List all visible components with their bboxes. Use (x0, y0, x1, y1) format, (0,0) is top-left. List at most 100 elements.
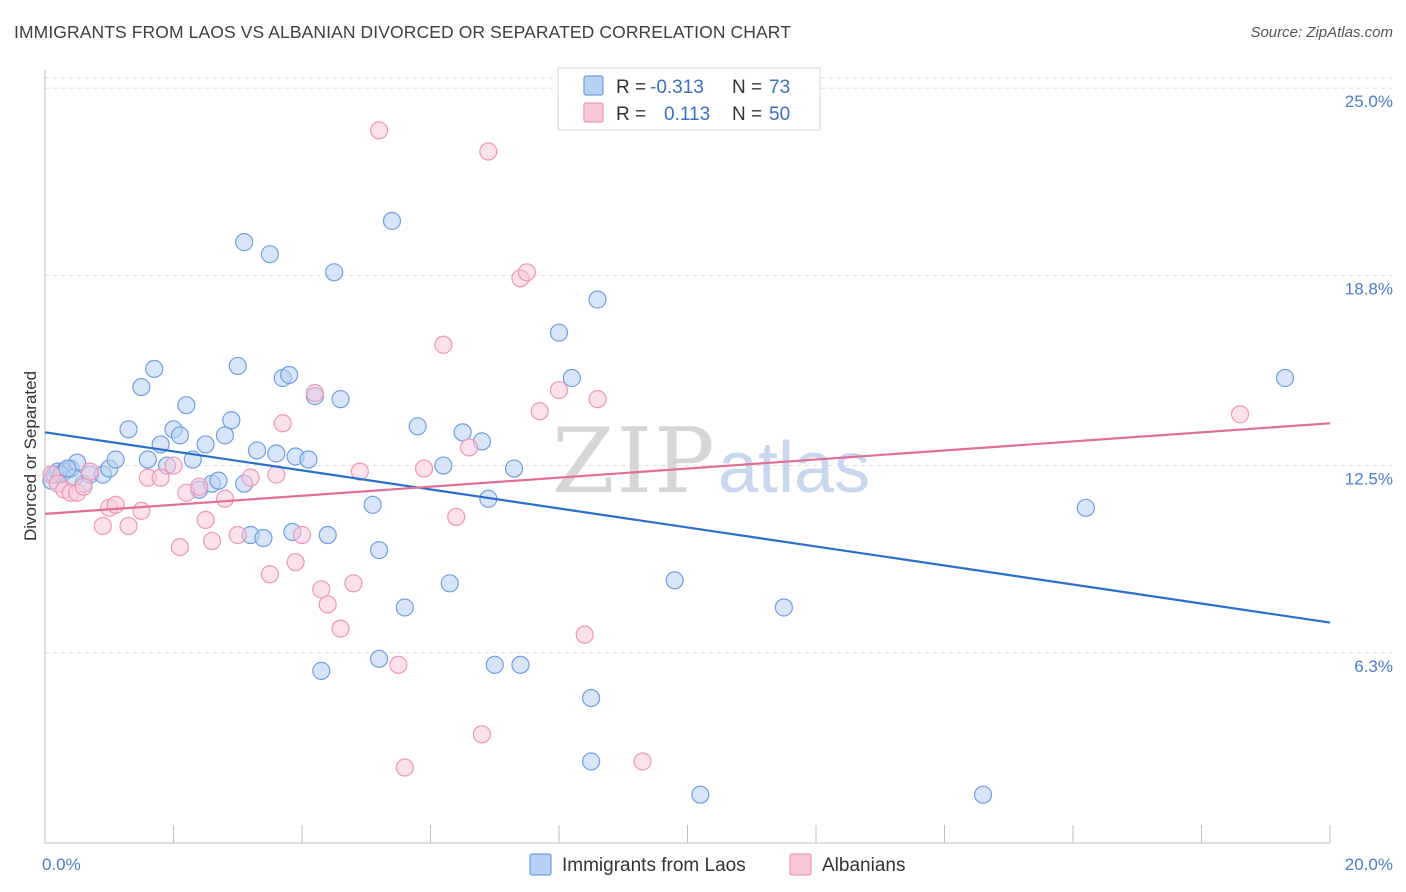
legend-r-value-albanians: 0.113 (664, 104, 710, 125)
watermark: ZIP atlas (552, 409, 870, 514)
point-laos-24 (209, 471, 228, 490)
point-laos-42 (325, 263, 344, 282)
point-laos-44 (363, 495, 382, 514)
point-albanians-22 (241, 468, 260, 487)
point-albanians-28 (305, 383, 324, 403)
legend-swatch-albanians (583, 102, 604, 123)
trend-line-laos (44, 431, 1331, 624)
trend-line-albanians (44, 422, 1331, 515)
top-legend: R = -0.313 N = 73 R = 0.113 N = 50 (557, 67, 821, 131)
point-albanians-13 (151, 468, 170, 487)
point-laos-22 (196, 435, 215, 454)
point-albanians-20 (215, 489, 234, 508)
point-laos-55 (504, 459, 524, 478)
point-albanians-46 (549, 380, 569, 400)
point-albanians-45 (530, 402, 549, 421)
point-albanians-50 (1230, 405, 1250, 424)
point-albanians-39 (447, 507, 466, 526)
point-laos-64 (774, 598, 793, 617)
point-laos-57 (549, 323, 569, 342)
bottom-legend: Immigrants from Laos Albanians (529, 853, 905, 876)
point-albanians-33 (350, 462, 369, 481)
point-laos-13 (138, 450, 157, 469)
point-laos-49 (434, 456, 453, 475)
point-albanians-31 (331, 619, 350, 638)
point-laos-48 (408, 417, 427, 436)
point-albanians-26 (286, 553, 305, 572)
point-albanians-21 (228, 525, 247, 545)
source-credit: Source: ZipAtlas.com (1250, 24, 1393, 41)
point-laos-34 (267, 444, 286, 463)
y-axis-label: Divorced or Separated (21, 371, 40, 541)
point-laos-26 (222, 411, 241, 430)
point-albanians-6 (80, 462, 100, 481)
point-albanians-40 (459, 438, 479, 457)
point-laos-25 (215, 426, 234, 445)
point-laos-11 (119, 420, 138, 439)
legend-n-label-laos: N = (732, 77, 762, 98)
bottom-legend-label-albanians: Albanians (822, 855, 905, 876)
y-tick-label-2: 18.8% (1345, 279, 1393, 298)
point-albanians-32 (344, 574, 363, 593)
point-laos-31 (247, 441, 267, 460)
bottom-legend-swatch-albanians (789, 853, 812, 876)
point-albanians-41 (472, 725, 491, 744)
point-albanians-7 (93, 516, 112, 536)
point-laos-45 (370, 541, 389, 560)
point-laos-67 (1275, 368, 1295, 388)
point-laos-33 (260, 245, 279, 264)
point-laos-65 (973, 785, 993, 804)
point-albanians-29 (312, 580, 331, 599)
point-laos-27 (228, 356, 247, 376)
point-albanians-36 (395, 758, 414, 777)
point-albanians-23 (260, 565, 279, 584)
point-albanians-17 (190, 477, 209, 496)
point-laos-63 (691, 785, 710, 804)
point-albanians-37 (414, 459, 434, 478)
point-laos-29 (235, 233, 254, 252)
point-laos-47 (395, 598, 414, 617)
point-laos-32 (254, 528, 273, 548)
y-tick-label-3: 25.0% (1345, 92, 1393, 111)
point-laos-69 (370, 649, 389, 668)
point-laos-54 (485, 655, 504, 674)
point-laos-36 (280, 365, 299, 385)
chart-title: IMMIGRANTS FROM LAOS VS ALBANIAN DIVORCE… (14, 22, 791, 42)
point-albanians-47 (575, 625, 594, 644)
labels-layer: 6.3% 12.5% 18.8% 25.0% 0.0% 20.0% (42, 92, 1393, 874)
legend-r-label-albanians: R = (616, 104, 646, 125)
bottom-legend-label-laos: Immigrants from Laos (562, 855, 746, 876)
y-tick-label-0: 6.3% (1354, 657, 1393, 676)
point-albanians-15 (170, 537, 190, 557)
point-laos-51 (453, 423, 472, 442)
trend-layer (44, 422, 1331, 624)
point-laos-59 (582, 688, 601, 708)
point-laos-18 (170, 426, 190, 445)
point-laos-56 (511, 655, 530, 674)
point-albanians-48 (588, 390, 607, 409)
point-laos-19 (177, 396, 196, 415)
axes-layer (44, 70, 1331, 844)
point-laos-46 (382, 211, 402, 231)
point-albanians-49 (633, 752, 652, 771)
y-tick-label-1: 12.5% (1345, 470, 1393, 489)
legend-swatch-laos (583, 75, 604, 96)
bottom-legend-swatch-laos (529, 853, 552, 876)
point-laos-66 (1076, 498, 1095, 517)
point-albanians-14 (164, 456, 183, 475)
point-albanians-30 (318, 595, 337, 614)
legend-r-value-laos: -0.313 (650, 77, 704, 98)
point-laos-61 (588, 290, 607, 309)
watermark-zip: ZIP (552, 409, 717, 514)
point-albanians-24 (267, 465, 286, 484)
point-laos-58 (562, 368, 581, 388)
point-laos-72 (58, 459, 77, 478)
legend-n-value-albanians: 50 (769, 104, 790, 125)
grid-layer (45, 77, 1392, 654)
x-tick-label-min: 0.0% (42, 855, 81, 874)
point-laos-12 (132, 377, 151, 397)
point-laos-14 (145, 359, 164, 379)
point-albanians-19 (202, 531, 222, 551)
point-laos-10 (106, 450, 125, 469)
